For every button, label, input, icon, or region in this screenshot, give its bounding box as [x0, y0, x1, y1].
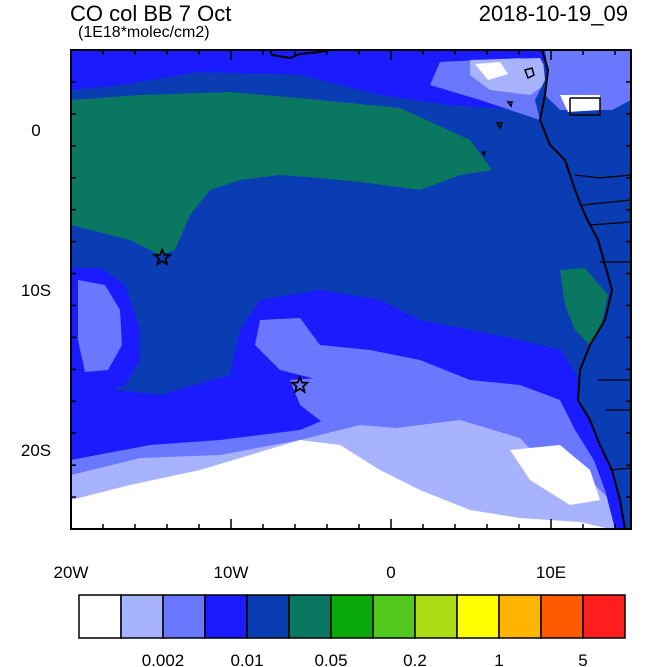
colorbar-labels: 0.002 0.01 0.05 0.2 1 5 [142, 651, 588, 667]
x-tick-label: 20W [54, 563, 89, 582]
colorbar-swatch [456, 594, 500, 639]
x-tick-label: 10W [214, 563, 249, 582]
colorbar-swatch [582, 594, 626, 639]
map-field [71, 50, 631, 529]
colorbar-swatch [162, 594, 206, 639]
plot-title: CO col BB 7 Oct [70, 1, 232, 26]
map-frame [70, 49, 632, 530]
markers [152, 247, 310, 394]
star-marker-icon [289, 374, 310, 394]
colorbar-swatch [372, 594, 416, 639]
colorbar-label: 0.002 [142, 651, 185, 667]
y-tick-label: 0 [31, 121, 40, 140]
units-label: (1E18*molec/cm2) [78, 24, 210, 41]
colorbar-label: 0.2 [403, 651, 427, 667]
y-tick-label: 20S [21, 441, 51, 460]
x-tick-label: 0 [386, 563, 395, 582]
y-tick-label: 10S [21, 281, 51, 300]
colorbar-label: 0.05 [314, 651, 347, 667]
colorbar-swatch [414, 594, 458, 639]
africa-landmass [269, 50, 631, 529]
valid-time: 2018-10-19_09 [478, 1, 628, 26]
colorbar-swatch [246, 594, 290, 639]
colorbar-label: 0.01 [230, 651, 263, 667]
colorbar-swatch [498, 594, 542, 639]
colorbar-swatch [330, 594, 374, 639]
star-marker-icon [152, 247, 173, 266]
axis-ticks [70, 49, 631, 530]
colorbar-label: 1 [494, 651, 503, 667]
colorbar-swatch [540, 594, 584, 639]
colorbar-label: 5 [578, 651, 587, 667]
colorbar-swatch [78, 594, 122, 639]
colorbar-swatch [204, 594, 248, 639]
colorbar [78, 594, 626, 639]
x-tick-label: 10E [536, 563, 566, 582]
colorbar-swatch [120, 594, 164, 639]
colorbar-swatch [288, 594, 332, 639]
